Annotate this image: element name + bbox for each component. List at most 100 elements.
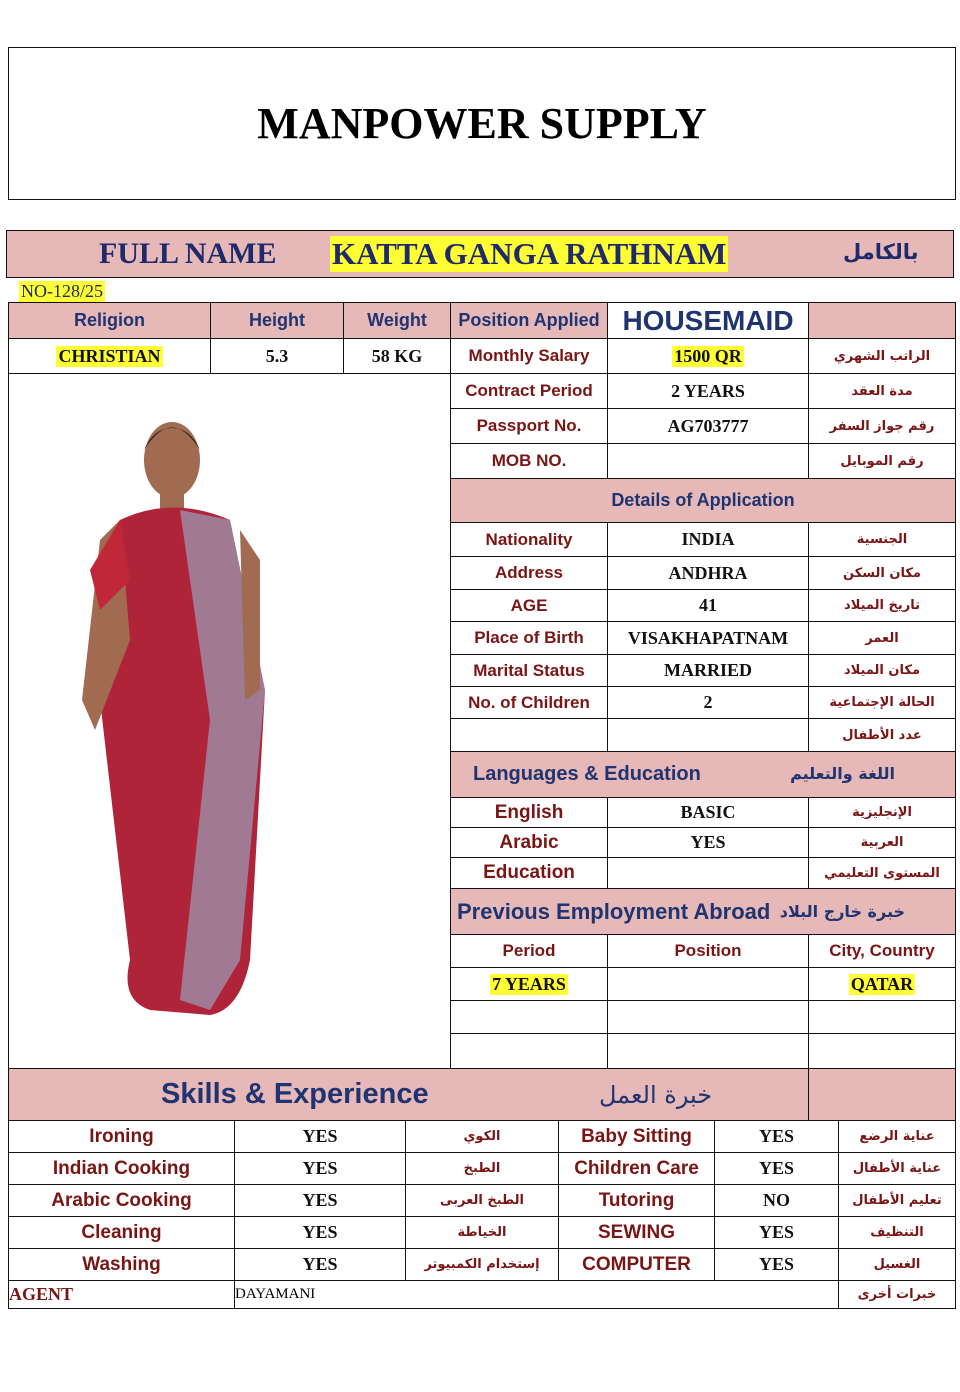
contract-arabic: مدة العقد (808, 373, 956, 409)
skill-cell: إستخدام الكمبيوتر (405, 1248, 559, 1281)
detail-label: Address (450, 556, 608, 590)
contract-arabic-text: مدة العقد (851, 383, 913, 399)
employment-header: Previous Employment Abroad خبرة خارج البل… (450, 888, 956, 935)
skill-cell: Baby Sitting (558, 1120, 715, 1153)
skill-cell-text: YES (758, 1126, 794, 1146)
skill-cell-text: Indian Cooking (52, 1157, 191, 1179)
skill-cell-text: تعليم الأطفال (852, 1193, 942, 1208)
detail-value-text: 2 (703, 692, 713, 712)
skill-cell: الطبخ (405, 1152, 559, 1185)
detail-label: AGE (450, 589, 608, 622)
skill-cell: NO (714, 1184, 839, 1217)
skill-cell-text: Ironing (89, 1125, 154, 1147)
employment-cell (607, 1033, 809, 1069)
detail-arabic-text: عدد الأطفال (842, 727, 922, 743)
height-header: Height (210, 302, 344, 339)
skill-cell-text: عناية الأطفال (852, 1161, 942, 1176)
detail-label: Place of Birth (450, 621, 608, 655)
skill-cell-text: Arabic Cooking (51, 1189, 192, 1211)
detail-arabic: الحالة الإجتماعية (808, 686, 956, 719)
employment-cell (450, 1000, 608, 1034)
language-arabic-text: العربية (860, 835, 904, 850)
detail-value (607, 718, 809, 752)
title-box: MANPOWER SUPPLY (8, 47, 956, 200)
detail-label: No. of Children (450, 686, 608, 719)
skill-cell: YES (714, 1248, 839, 1281)
language-arabic-text: الإنجليزية (852, 805, 912, 820)
language-value: BASIC (607, 797, 809, 828)
detail-value: 41 (607, 589, 809, 622)
detail-arabic-text: تاريخ الميلاد (844, 598, 920, 613)
employment-column-header-text: City, Country (829, 941, 935, 960)
detail-label-text: Address (494, 563, 564, 582)
languages-header-arabic: اللغة والتعليم (790, 764, 895, 783)
detail-label-text: No. of Children (468, 692, 590, 712)
weight-value-text: 58 KG (371, 345, 423, 366)
contract-value-text: 2 YEARS (671, 380, 745, 401)
detail-value-text: INDIA (681, 529, 735, 549)
passport-arabic: رقم جواز السفر (808, 408, 956, 444)
agent-value-text: DAYAMANI (235, 1286, 316, 1302)
skill-cell-text: الطبخ (463, 1161, 501, 1176)
reference-number: NO-128/25 (19, 281, 105, 302)
monthly-salary-arabic: الراتب الشهري (808, 338, 956, 374)
language-arabic: العربية (808, 827, 956, 858)
skill-cell: تعليم الأطفال (838, 1184, 956, 1217)
details-header: Details of Application (450, 478, 956, 523)
languages-header: Languages & Education اللغة والتعليم (450, 751, 956, 798)
detail-value: VISAKHAPATNAM (607, 621, 809, 655)
page-title: MANPOWER SUPPLY (257, 99, 707, 148)
detail-arabic: مكان الميلاد (808, 654, 956, 687)
skill-cell: عناية الأطفال (838, 1152, 956, 1185)
employment-cell (450, 1033, 608, 1069)
detail-arabic: عدد الأطفال (808, 718, 956, 752)
language-label: English (450, 797, 608, 828)
skill-cell: الخياطة (405, 1216, 559, 1249)
contract-label: Contract Period (450, 373, 608, 409)
contract-value: 2 YEARS (607, 373, 809, 409)
passport-value: AG703777 (607, 408, 809, 444)
detail-value-text: ANDHRA (668, 562, 748, 583)
skill-cell: التنظيف (838, 1216, 956, 1249)
mob-value (607, 443, 809, 479)
language-value (607, 857, 809, 889)
language-label-text: English (494, 801, 564, 823)
language-value: YES (607, 827, 809, 858)
height-value: 5.3 (210, 338, 344, 374)
skill-cell: Children Care (558, 1152, 715, 1185)
detail-label-text: AGE (510, 595, 548, 615)
skill-cell-text: عناية الرضع (859, 1129, 935, 1144)
other-skills-arabic-text: خبرات أخرى (857, 1287, 937, 1302)
detail-label-text: Marital Status (473, 660, 585, 680)
skill-cell-text: SEWING (597, 1221, 676, 1243)
skill-cell-text: YES (758, 1158, 794, 1178)
blank-header-cell (808, 302, 956, 339)
employment-cell (607, 967, 809, 1001)
skills-header-blank (808, 1068, 956, 1121)
skill-cell-text: YES (758, 1222, 794, 1242)
employment-column-header: Position (607, 934, 809, 968)
skill-cell: الطبخ العربى (405, 1184, 559, 1217)
religion-header: Religion (8, 302, 211, 339)
skill-cell-text: Baby Sitting (581, 1125, 692, 1147)
skill-cell: YES (234, 1216, 406, 1249)
skill-cell-text: الخياطة (457, 1225, 507, 1240)
religion-value: CHRISTIAN (8, 338, 211, 374)
language-label-text: Education (483, 862, 575, 883)
skill-cell: الكوي (405, 1120, 559, 1153)
language-value-text: BASIC (680, 802, 736, 822)
mob-arabic: رقم الموبايل (808, 443, 956, 479)
skill-cell-text: YES (302, 1190, 338, 1210)
employment-cell (808, 1033, 956, 1069)
contract-label-text: Contract Period (465, 381, 593, 400)
skill-cell: Cleaning (8, 1216, 235, 1249)
employment-cell (808, 1000, 956, 1034)
detail-arabic: الجنسية (808, 522, 956, 557)
employment-cell: 7 YEARS (450, 967, 608, 1001)
employment-header-text: Previous Employment Abroad (457, 898, 771, 924)
religion-header-text: Religion (74, 310, 145, 330)
language-label-text: Arabic (499, 831, 559, 853)
detail-value-text: VISAKHAPATNAM (627, 627, 789, 648)
agent-value: DAYAMANI (234, 1280, 839, 1309)
full-name-arabic: بالكامل (843, 240, 919, 264)
